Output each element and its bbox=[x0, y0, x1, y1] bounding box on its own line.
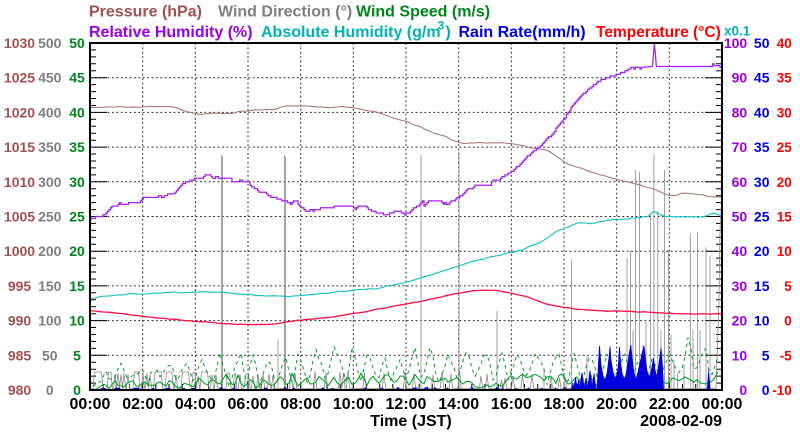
svg-text:35: 35 bbox=[69, 139, 85, 155]
svg-text:45: 45 bbox=[754, 70, 770, 86]
svg-text:12:00: 12:00 bbox=[386, 396, 427, 413]
svg-text:5: 5 bbox=[784, 279, 792, 294]
svg-text:250: 250 bbox=[38, 209, 62, 225]
svg-text:10: 10 bbox=[754, 313, 770, 329]
svg-text:Time (JST): Time (JST) bbox=[370, 413, 452, 430]
svg-text:100: 100 bbox=[38, 313, 62, 329]
svg-text:30: 30 bbox=[69, 174, 85, 190]
svg-text:90: 90 bbox=[732, 70, 748, 86]
svg-text:25: 25 bbox=[69, 209, 85, 225]
svg-text:10:00: 10:00 bbox=[333, 396, 374, 413]
svg-text:500: 500 bbox=[38, 35, 62, 51]
svg-text:1000: 1000 bbox=[4, 243, 35, 259]
svg-text:990: 990 bbox=[8, 313, 32, 329]
svg-text:20: 20 bbox=[754, 243, 770, 259]
svg-text:15: 15 bbox=[754, 278, 770, 294]
svg-text:150: 150 bbox=[38, 278, 62, 294]
svg-text:0: 0 bbox=[46, 382, 54, 398]
svg-text:45: 45 bbox=[69, 70, 85, 86]
svg-text:08:00: 08:00 bbox=[280, 396, 321, 413]
svg-text:): ) bbox=[446, 24, 451, 41]
svg-text:100: 100 bbox=[724, 35, 748, 51]
svg-text:16:00: 16:00 bbox=[491, 396, 532, 413]
svg-text:40: 40 bbox=[69, 104, 85, 120]
svg-text:0: 0 bbox=[762, 382, 770, 398]
svg-text:350: 350 bbox=[38, 139, 62, 155]
svg-text:450: 450 bbox=[38, 70, 62, 86]
svg-text:50: 50 bbox=[754, 35, 770, 51]
svg-text:20:00: 20:00 bbox=[596, 396, 637, 413]
svg-text:70: 70 bbox=[732, 139, 748, 155]
svg-text:5: 5 bbox=[73, 347, 81, 363]
svg-text:1030: 1030 bbox=[4, 35, 35, 51]
svg-text:60: 60 bbox=[732, 174, 748, 190]
svg-text:Pressure (hPa): Pressure (hPa) bbox=[89, 4, 202, 21]
svg-text:15: 15 bbox=[69, 278, 85, 294]
svg-text:06:00: 06:00 bbox=[228, 396, 269, 413]
svg-text:995: 995 bbox=[8, 278, 32, 294]
svg-text:35: 35 bbox=[754, 139, 770, 155]
svg-text:1010: 1010 bbox=[4, 174, 35, 190]
svg-text:15: 15 bbox=[777, 210, 793, 225]
svg-text:Temperature (°C): Temperature (°C) bbox=[596, 24, 721, 41]
svg-text:3: 3 bbox=[438, 19, 445, 33]
svg-text:5: 5 bbox=[762, 347, 770, 363]
svg-text:400: 400 bbox=[38, 104, 62, 120]
svg-text:30: 30 bbox=[754, 174, 770, 190]
svg-text:50: 50 bbox=[69, 35, 85, 51]
svg-text:0: 0 bbox=[739, 382, 747, 398]
svg-text:1025: 1025 bbox=[4, 70, 35, 86]
svg-text:2008-02-09: 2008-02-09 bbox=[640, 413, 722, 430]
svg-text:25: 25 bbox=[754, 209, 770, 225]
svg-text:-10: -10 bbox=[772, 383, 792, 398]
svg-text:980: 980 bbox=[8, 382, 32, 398]
svg-text:Wind Direction (°): Wind Direction (°) bbox=[218, 4, 352, 21]
svg-text:40: 40 bbox=[777, 36, 792, 51]
svg-text:00:00: 00:00 bbox=[70, 396, 111, 413]
svg-text:18:00: 18:00 bbox=[544, 396, 585, 413]
svg-text:20: 20 bbox=[732, 313, 748, 329]
svg-text:Wind Speed (m/s): Wind Speed (m/s) bbox=[356, 4, 490, 21]
svg-text:35: 35 bbox=[777, 71, 793, 86]
svg-text:30: 30 bbox=[777, 105, 792, 120]
svg-text:1015: 1015 bbox=[4, 139, 35, 155]
svg-text:30: 30 bbox=[732, 278, 748, 294]
svg-text:50: 50 bbox=[732, 209, 748, 225]
svg-text:985: 985 bbox=[8, 347, 32, 363]
svg-text:300: 300 bbox=[38, 174, 62, 190]
svg-text:10: 10 bbox=[732, 347, 748, 363]
svg-text:x0.1: x0.1 bbox=[724, 24, 751, 39]
svg-text:200: 200 bbox=[38, 243, 62, 259]
svg-text:04:00: 04:00 bbox=[175, 396, 216, 413]
svg-text:-5: -5 bbox=[780, 348, 792, 363]
svg-text:1020: 1020 bbox=[4, 104, 35, 120]
svg-text:0: 0 bbox=[784, 314, 792, 329]
svg-text:20: 20 bbox=[69, 243, 85, 259]
svg-text:40: 40 bbox=[732, 243, 748, 259]
svg-text:22:00: 22:00 bbox=[649, 396, 690, 413]
svg-text:10: 10 bbox=[777, 244, 792, 259]
svg-text:10: 10 bbox=[69, 313, 85, 329]
svg-text:80: 80 bbox=[732, 104, 748, 120]
svg-text:0: 0 bbox=[73, 382, 81, 398]
svg-text:14:00: 14:00 bbox=[438, 396, 479, 413]
svg-text:Absolute Humidity (g/m: Absolute Humidity (g/m bbox=[261, 24, 441, 41]
svg-text:20: 20 bbox=[777, 175, 792, 190]
svg-text:40: 40 bbox=[754, 104, 770, 120]
svg-text:02:00: 02:00 bbox=[122, 396, 163, 413]
svg-text:Rain Rate(mm/h): Rain Rate(mm/h) bbox=[459, 24, 586, 41]
svg-text:Relative Humidity (%): Relative Humidity (%) bbox=[89, 24, 253, 41]
svg-text:50: 50 bbox=[42, 347, 58, 363]
svg-text:1005: 1005 bbox=[4, 209, 35, 225]
svg-text:25: 25 bbox=[777, 140, 793, 155]
svg-text:00:00: 00:00 bbox=[702, 396, 743, 413]
